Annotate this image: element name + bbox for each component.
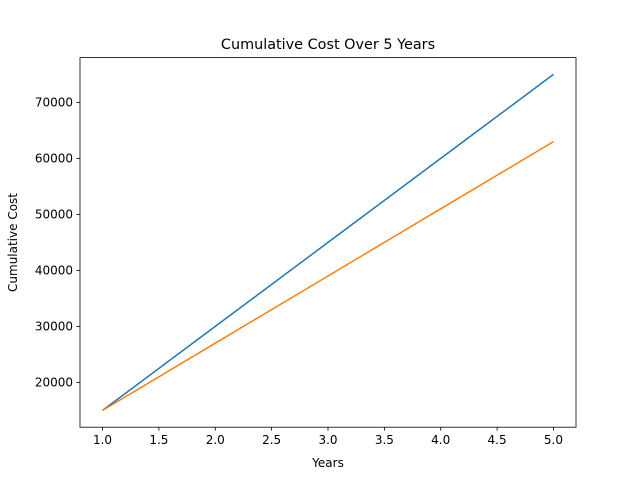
y-axis-label: Cumulative Cost [6,193,20,292]
x-tick-label: 3.5 [375,433,394,447]
y-tick-label: 20000 [35,376,73,390]
y-tick-label: 60000 [35,152,73,166]
y-tick-label: 70000 [35,96,73,110]
x-tick-label: 4.0 [431,433,450,447]
x-tick-label: 4.5 [488,433,507,447]
y-tick-label: 40000 [35,264,73,278]
x-tick-label: 3.0 [318,433,337,447]
x-tick-label: 2.0 [206,433,225,447]
plot-frame [79,57,577,428]
x-tick-label: 1.0 [93,433,112,447]
x-tick-label: 5.0 [544,433,563,447]
chart-title: Cumulative Cost Over 5 Years [221,37,435,53]
x-tick-label: 2.5 [262,433,281,447]
x-tick-label: 1.5 [149,433,168,447]
series-line-1 [102,73,554,412]
y-tick-label: 50000 [35,208,73,222]
y-tick-label: 30000 [35,320,73,334]
series-line-2 [102,140,554,412]
x-axis-label: Years [311,456,344,470]
